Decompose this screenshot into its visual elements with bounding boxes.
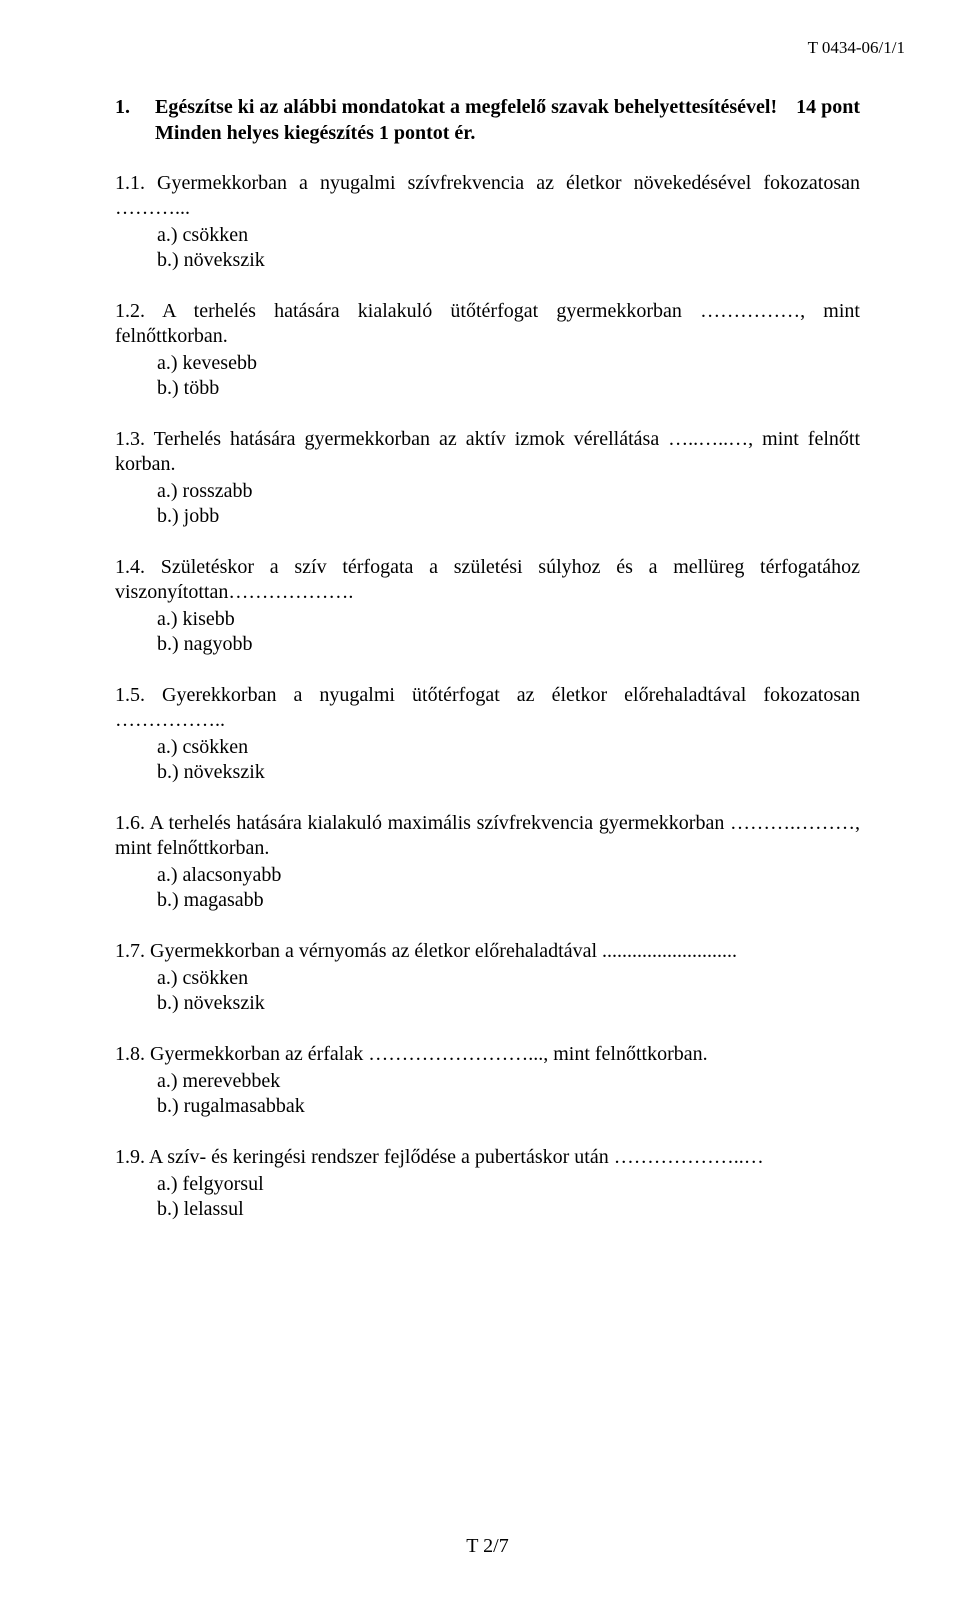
question-num: 1.2. xyxy=(115,300,145,322)
option-a: a.) alacsonyabb xyxy=(157,863,860,888)
question-body: Születéskor a szív térfogata a születési… xyxy=(115,556,860,603)
instruction-line1: Egészítse ki az alábbi mondatokat a megf… xyxy=(155,96,777,119)
question-text: 1.1. Gyermekkorban a nyugalmi szívfrekve… xyxy=(115,171,860,221)
question-options: a.) alacsonyabb b.) magasabb xyxy=(157,863,860,913)
question-text: 1.9. A szív- és keringési rendszer fejlő… xyxy=(115,1145,860,1170)
option-a: a.) rosszabb xyxy=(157,479,860,504)
question-options: a.) felgyorsul b.) lelassul xyxy=(157,1172,860,1222)
question-options: a.) merevebbek b.) rugalmasabbak xyxy=(157,1069,860,1119)
question-text: 1.6. A terhelés hatására kialakuló maxim… xyxy=(115,811,860,861)
question-text: 1.5. Gyerekkorban a nyugalmi ütőtérfogat… xyxy=(115,683,860,733)
option-b: b.) több xyxy=(157,376,860,401)
question-num: 1.9. xyxy=(115,1146,145,1168)
question-1-2: 1.2. A terhelés hatására kialakuló ütőté… xyxy=(115,299,860,401)
question-1-5: 1.5. Gyerekkorban a nyugalmi ütőtérfogat… xyxy=(115,683,860,785)
question-body: A terhelés hatására kialakuló maximális … xyxy=(115,812,860,859)
question-1-8: 1.8. Gyermekkorban az érfalak ……………………..… xyxy=(115,1042,860,1119)
option-b: b.) magasabb xyxy=(157,888,860,913)
question-text: 1.8. Gyermekkorban az érfalak ……………………..… xyxy=(115,1042,860,1067)
option-b: b.) növekszik xyxy=(157,760,860,785)
question-num: 1.7. xyxy=(115,940,145,962)
question-text: 1.4. Születéskor a szív térfogata a szül… xyxy=(115,555,860,605)
option-b: b.) jobb xyxy=(157,504,860,529)
option-a: a.) felgyorsul xyxy=(157,1172,860,1197)
question-num: 1.6. xyxy=(115,812,145,834)
option-a: a.) csökken xyxy=(157,223,860,248)
option-a: a.) csökken xyxy=(157,735,860,760)
header-code: T 0434-06/1/1 xyxy=(115,38,905,58)
question-1-4: 1.4. Születéskor a szív térfogata a szül… xyxy=(115,555,860,657)
question-body: Gyermekkorban az érfalak ……………………..., mi… xyxy=(150,1043,708,1065)
question-body: Gyermekkorban a vérnyomás az életkor elő… xyxy=(150,940,737,962)
option-b: b.) növekszik xyxy=(157,991,860,1016)
instruction-points: 14 pont xyxy=(796,96,860,119)
question-body: Gyerekkorban a nyugalmi ütőtérfogat az é… xyxy=(115,684,860,731)
question-1-1: 1.1. Gyermekkorban a nyugalmi szívfrekve… xyxy=(115,171,860,273)
option-a: a.) merevebbek xyxy=(157,1069,860,1094)
question-body: Terhelés hatására gyermekkorban az aktív… xyxy=(115,428,860,475)
option-b: b.) növekszik xyxy=(157,248,860,273)
option-b: b.) nagyobb xyxy=(157,632,860,657)
question-text: 1.7. Gyermekkorban a vérnyomás az életko… xyxy=(115,939,860,964)
question-num: 1.8. xyxy=(115,1043,145,1065)
option-a: a.) csökken xyxy=(157,966,860,991)
question-options: a.) csökken b.) növekszik xyxy=(157,735,860,785)
option-b: b.) rugalmasabbak xyxy=(157,1094,860,1119)
question-num: 1.1. xyxy=(115,172,145,194)
main-instruction-row: 1. Egészítse ki az alábbi mondatokat a m… xyxy=(115,96,860,119)
main-instruction-left: 1. Egészítse ki az alábbi mondatokat a m… xyxy=(115,96,777,119)
page-footer: T 2/7 xyxy=(115,1475,860,1558)
question-num: 1.3. xyxy=(115,428,145,450)
question-body: A terhelés hatására kialakuló ütőtérfoga… xyxy=(115,300,860,347)
question-options: a.) kevesebb b.) több xyxy=(157,351,860,401)
question-text: 1.3. Terhelés hatására gyermekkorban az … xyxy=(115,427,860,477)
question-options: a.) csökken b.) növekszik xyxy=(157,223,860,273)
option-a: a.) kevesebb xyxy=(157,351,860,376)
question-1-6: 1.6. A terhelés hatására kialakuló maxim… xyxy=(115,811,860,913)
question-num: 1.4. xyxy=(115,556,145,578)
question-options: a.) kisebb b.) nagyobb xyxy=(157,607,860,657)
question-1-9: 1.9. A szív- és keringési rendszer fejlő… xyxy=(115,1145,860,1222)
page: T 0434-06/1/1 1. Egészítse ki az alábbi … xyxy=(0,0,960,1608)
option-b: b.) lelassul xyxy=(157,1197,860,1222)
question-1-3: 1.3. Terhelés hatására gyermekkorban az … xyxy=(115,427,860,529)
question-options: a.) rosszabb b.) jobb xyxy=(157,479,860,529)
question-options: a.) csökken b.) növekszik xyxy=(157,966,860,1016)
question-body: A szív- és keringési rendszer fejlődése … xyxy=(149,1146,764,1168)
question-text: 1.2. A terhelés hatására kialakuló ütőté… xyxy=(115,299,860,349)
instruction-line2: Minden helyes kiegészítés 1 pontot ér. xyxy=(155,122,860,145)
question-body: Gyermekkorban a nyugalmi szívfrekvencia … xyxy=(115,172,860,219)
instruction-number: 1. xyxy=(115,96,135,119)
question-1-7: 1.7. Gyermekkorban a vérnyomás az életko… xyxy=(115,939,860,1016)
question-num: 1.5. xyxy=(115,684,145,706)
option-a: a.) kisebb xyxy=(157,607,860,632)
